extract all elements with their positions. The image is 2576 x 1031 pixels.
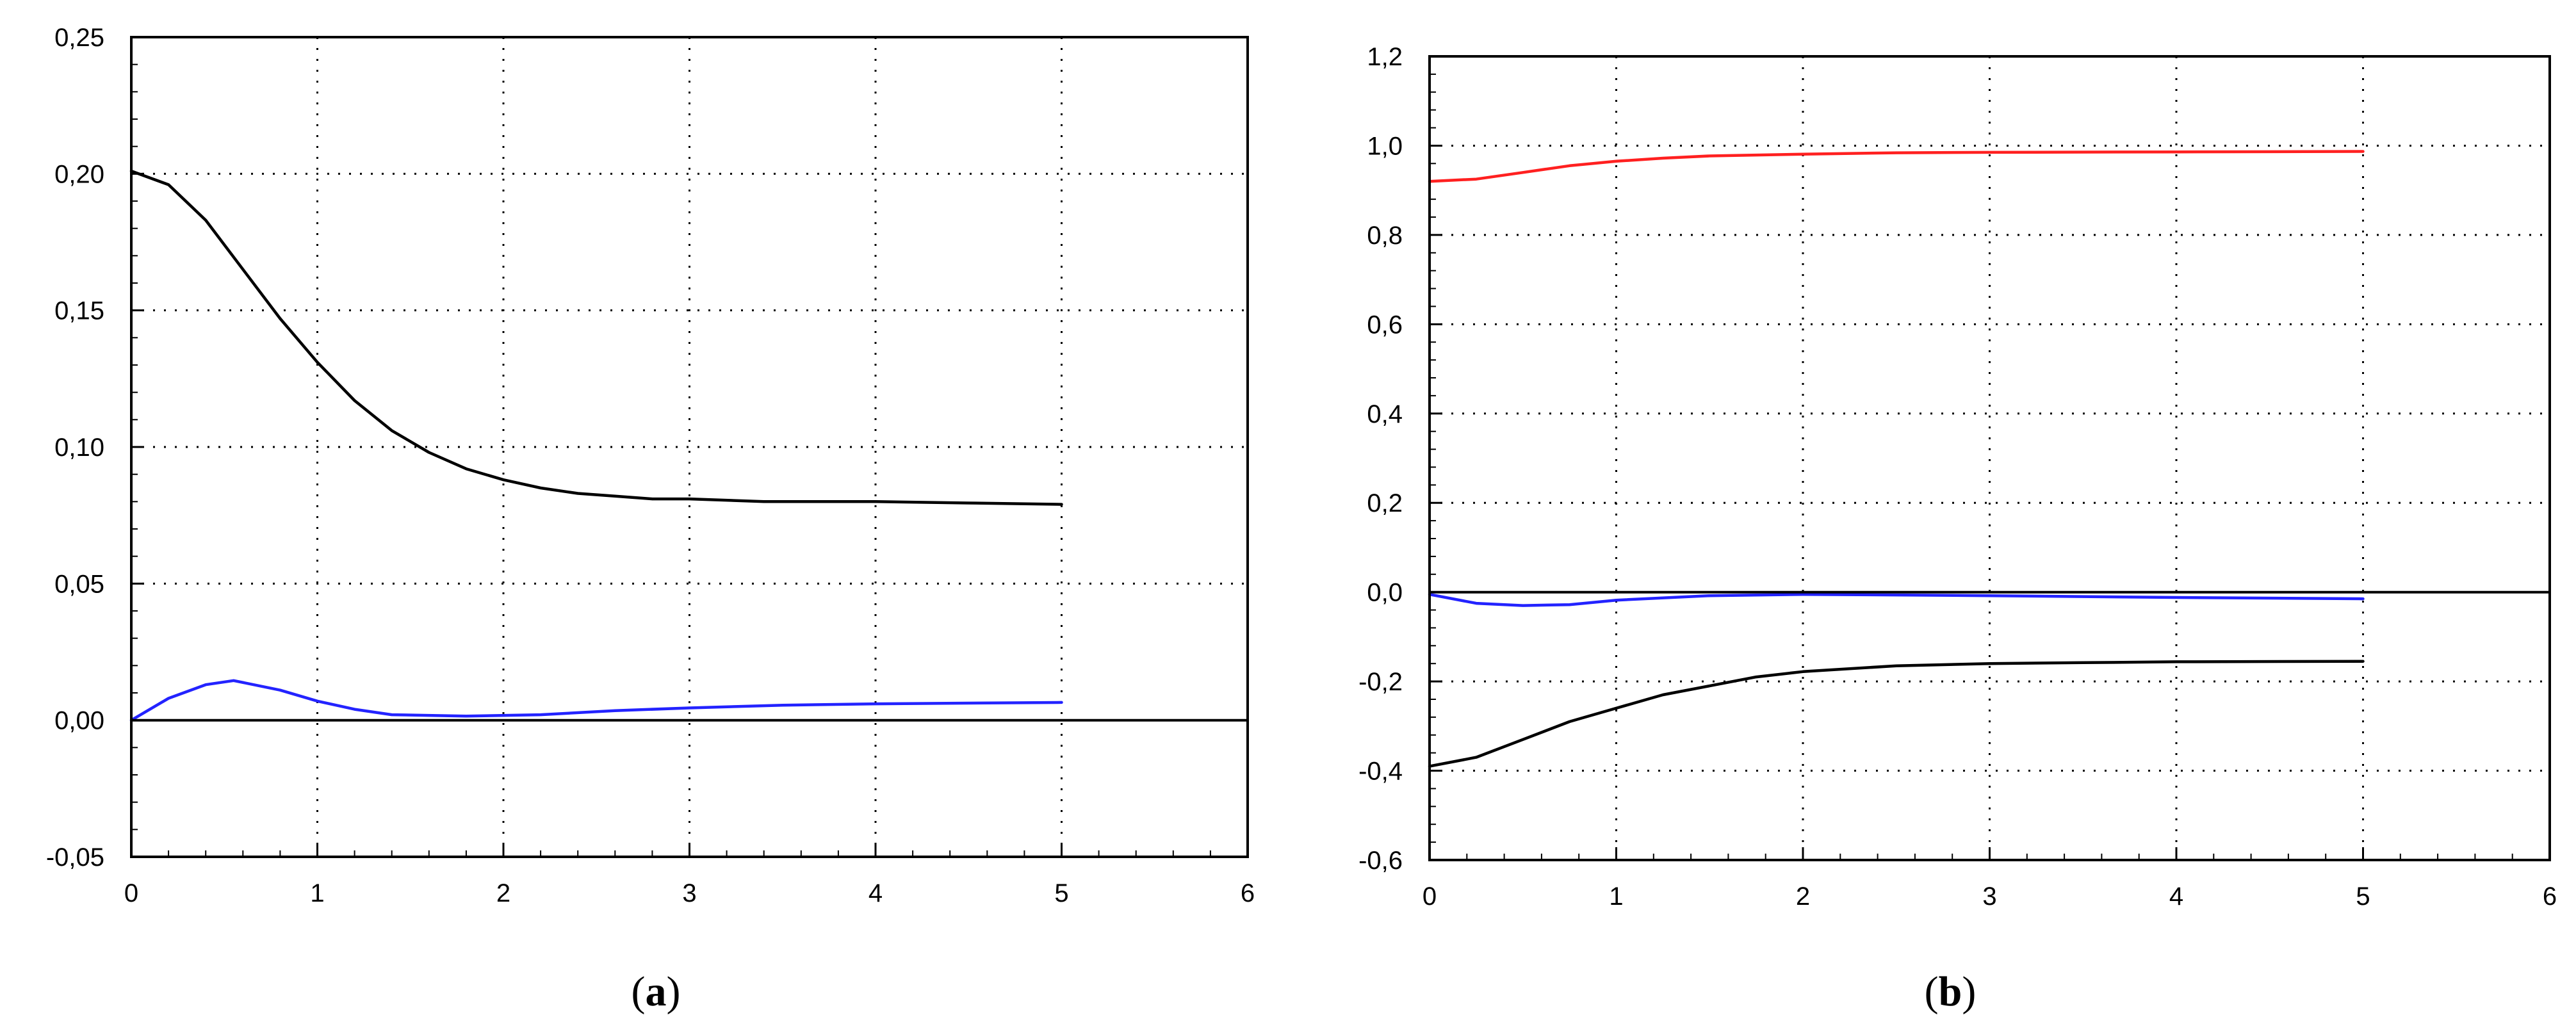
x-tick-label: 0 <box>1423 882 1437 911</box>
y-tick-label: -0,4 <box>1358 758 1403 786</box>
y-tick-label: 0,20 <box>54 160 104 188</box>
x-tick-label: 3 <box>682 879 696 907</box>
y-tick-label: 0,25 <box>54 24 104 52</box>
y-tick-label: 0,05 <box>54 570 104 598</box>
x-tick-label: 1 <box>310 879 324 907</box>
y-tick-label: 0,8 <box>1367 222 1403 250</box>
y-tick-label: 0,6 <box>1367 311 1403 339</box>
x-tick-label: 4 <box>868 879 883 907</box>
x-tick-label: 3 <box>1982 882 1996 911</box>
y-tick-label: 0,2 <box>1367 489 1403 517</box>
x-tick-label: 2 <box>1796 882 1810 911</box>
series-line-3 <box>1428 660 2365 768</box>
x-tick-label: 0 <box>124 879 138 907</box>
y-tick-label: 0,0 <box>1367 579 1403 607</box>
y-tick-label: -0,6 <box>1358 847 1403 875</box>
y-tick-label: -0,05 <box>46 843 104 872</box>
x-tick-label: 5 <box>1054 879 1068 907</box>
y-tick-label: 0,15 <box>54 297 104 325</box>
chart-panel-b: 0 1 2 3 4 5 6 -0,6 -0,4 -0,2 0,0 0,2 0,4 0,6 0,8 1,0 1,2 <box>1358 43 2557 911</box>
panel-label-a: (a) <box>632 968 681 1015</box>
plot-frame <box>130 36 1249 858</box>
plot-frame <box>1428 55 2551 861</box>
y-tick-label: 0,00 <box>54 707 104 735</box>
y-tick-label: 1,0 <box>1367 132 1403 160</box>
panel-label-b: (b) <box>1925 968 1977 1015</box>
series-line-1 <box>1428 150 2365 183</box>
x-tick-label: 5 <box>2356 882 2370 911</box>
y-tick-label: 1,2 <box>1367 43 1403 71</box>
x-tick-label: 4 <box>2169 882 2183 911</box>
x-tick-label: 6 <box>2543 882 2557 911</box>
series-line-2 <box>129 679 1063 722</box>
y-tick-label: -0,2 <box>1358 668 1403 696</box>
chart-panel-a: 0 1 2 3 4 5 6 -0,05 0,00 0,05 0,10 0,15 0,20 0,25 <box>46 24 1255 907</box>
series-line-2 <box>1428 592 2365 607</box>
x-tick-label: 2 <box>496 879 510 907</box>
y-tick-label: 0,4 <box>1367 400 1403 428</box>
y-tick-label: 0,10 <box>54 434 104 462</box>
x-tick-label: 1 <box>1609 882 1623 911</box>
series-line-1 <box>129 169 1063 506</box>
x-tick-label: 6 <box>1241 879 1255 907</box>
